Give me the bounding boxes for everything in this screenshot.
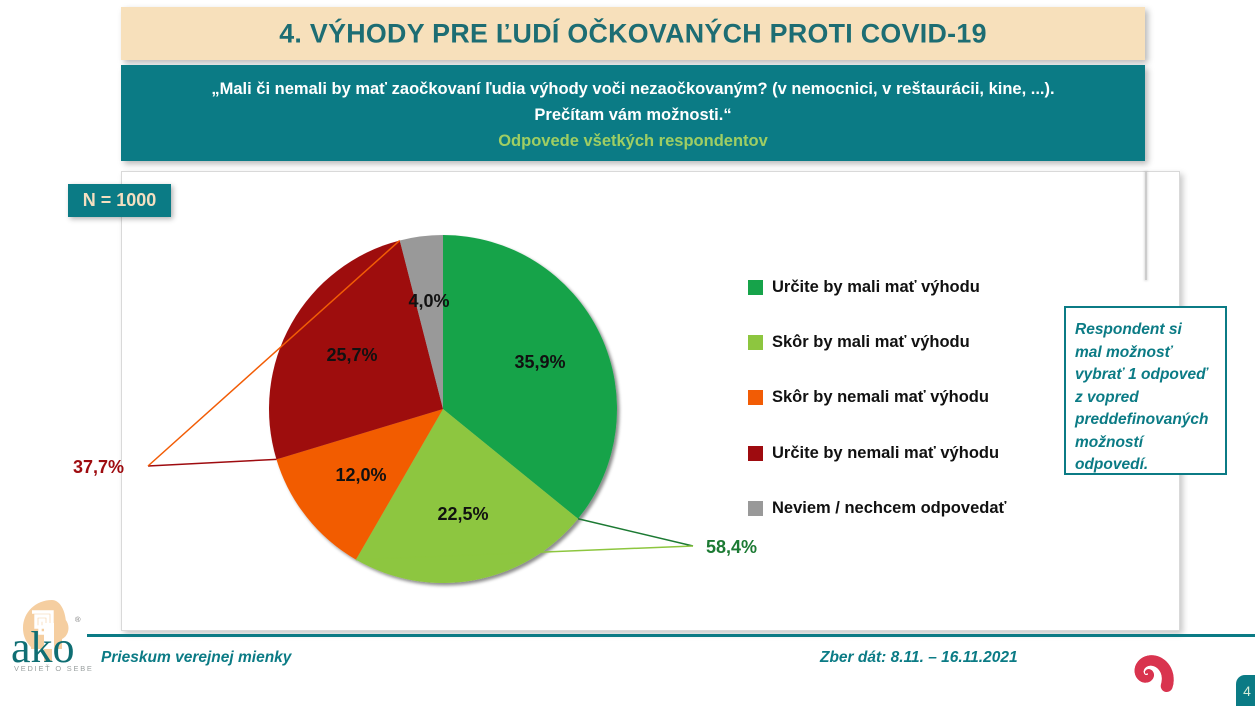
svg-text:22,5%: 22,5% — [437, 504, 488, 524]
svg-text:4,0%: 4,0% — [408, 291, 449, 311]
svg-text:25,7%: 25,7% — [326, 345, 377, 365]
svg-text:12,0%: 12,0% — [335, 465, 386, 485]
svg-text:58,4%: 58,4% — [706, 537, 757, 557]
svg-text:VEDIEŤ O SEBE: VEDIEŤ O SEBE — [14, 664, 92, 673]
svg-text:35,9%: 35,9% — [514, 352, 565, 372]
svg-text:®: ® — [75, 615, 81, 624]
svg-text:37,7%: 37,7% — [73, 457, 124, 477]
